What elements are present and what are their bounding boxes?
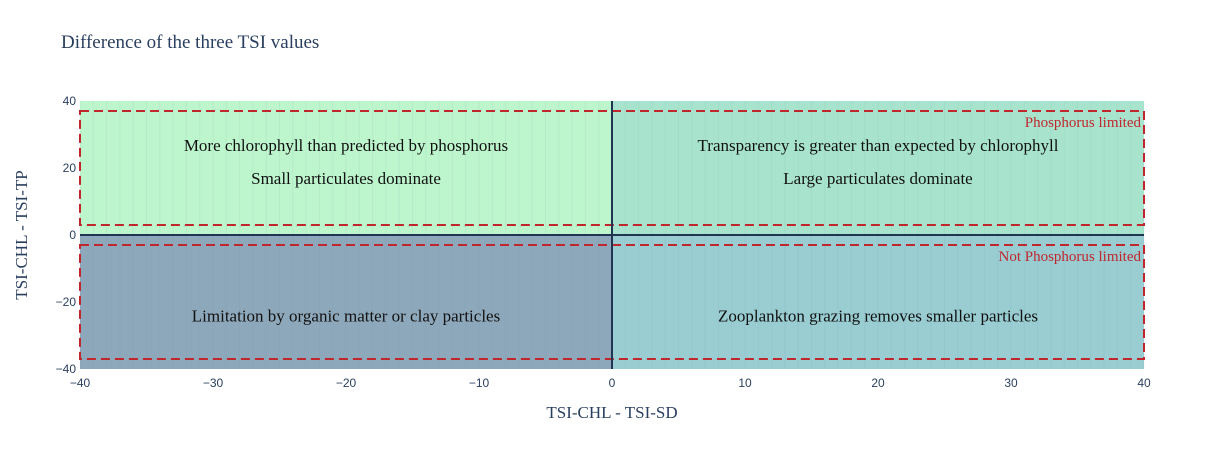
limit-region-label-0: Phosphorus limited [1025, 115, 1142, 131]
x-tick-label: −10 [469, 376, 490, 390]
quadrant-2 [80, 235, 612, 369]
x-tick-label: 30 [1004, 376, 1018, 390]
y-tick-label: −40 [56, 362, 77, 376]
y-tick-label: 0 [69, 228, 76, 242]
ticks-layer: −40 −30 −20 −10 0 10 20 30 40 −40 −20 0 20 40 [56, 94, 1151, 390]
y-tick-label: 20 [63, 161, 77, 175]
chart-title: Difference of the three TSI values [61, 32, 320, 53]
y-axis-title: TSI-CHL - TSI-TP [12, 170, 31, 299]
quadrant-2-text-0: Limitation by organic matter or clay par… [192, 306, 500, 325]
quadrant-0-text-1: Small particulates dominate [251, 169, 441, 188]
x-tick-label: −20 [336, 376, 357, 390]
x-tick-label: 10 [738, 376, 752, 390]
quadrants-layer [80, 101, 1144, 369]
quadrant-0-text-0: More chlorophyll than predicted by phosp… [184, 136, 508, 155]
y-tick-label: 40 [63, 94, 77, 108]
x-tick-label: 0 [609, 376, 616, 390]
limit-region-label-1: Not Phosphorus limited [998, 249, 1141, 265]
quadrant-1 [612, 101, 1144, 235]
quadrant-0 [80, 101, 612, 235]
quadrant-3-text-0: Zooplankton grazing removes smaller part… [718, 306, 1038, 325]
quadrant-3 [612, 235, 1144, 369]
quadrant-text-layer: More chlorophyll than predicted by phosp… [184, 136, 1059, 326]
x-tick-label: −40 [70, 376, 91, 390]
y-tick-label: −20 [56, 295, 77, 309]
x-tick-label: −30 [203, 376, 224, 390]
zero-axis-lines [80, 101, 1144, 369]
x-axis-title: TSI-CHL - TSI-SD [546, 403, 677, 422]
x-tick-label: 40 [1137, 376, 1151, 390]
quadrant-1-text-1: Large particulates dominate [783, 169, 972, 188]
quadrant-1-text-0: Transparency is greater than expected by… [698, 136, 1059, 155]
x-tick-label: 20 [871, 376, 885, 390]
